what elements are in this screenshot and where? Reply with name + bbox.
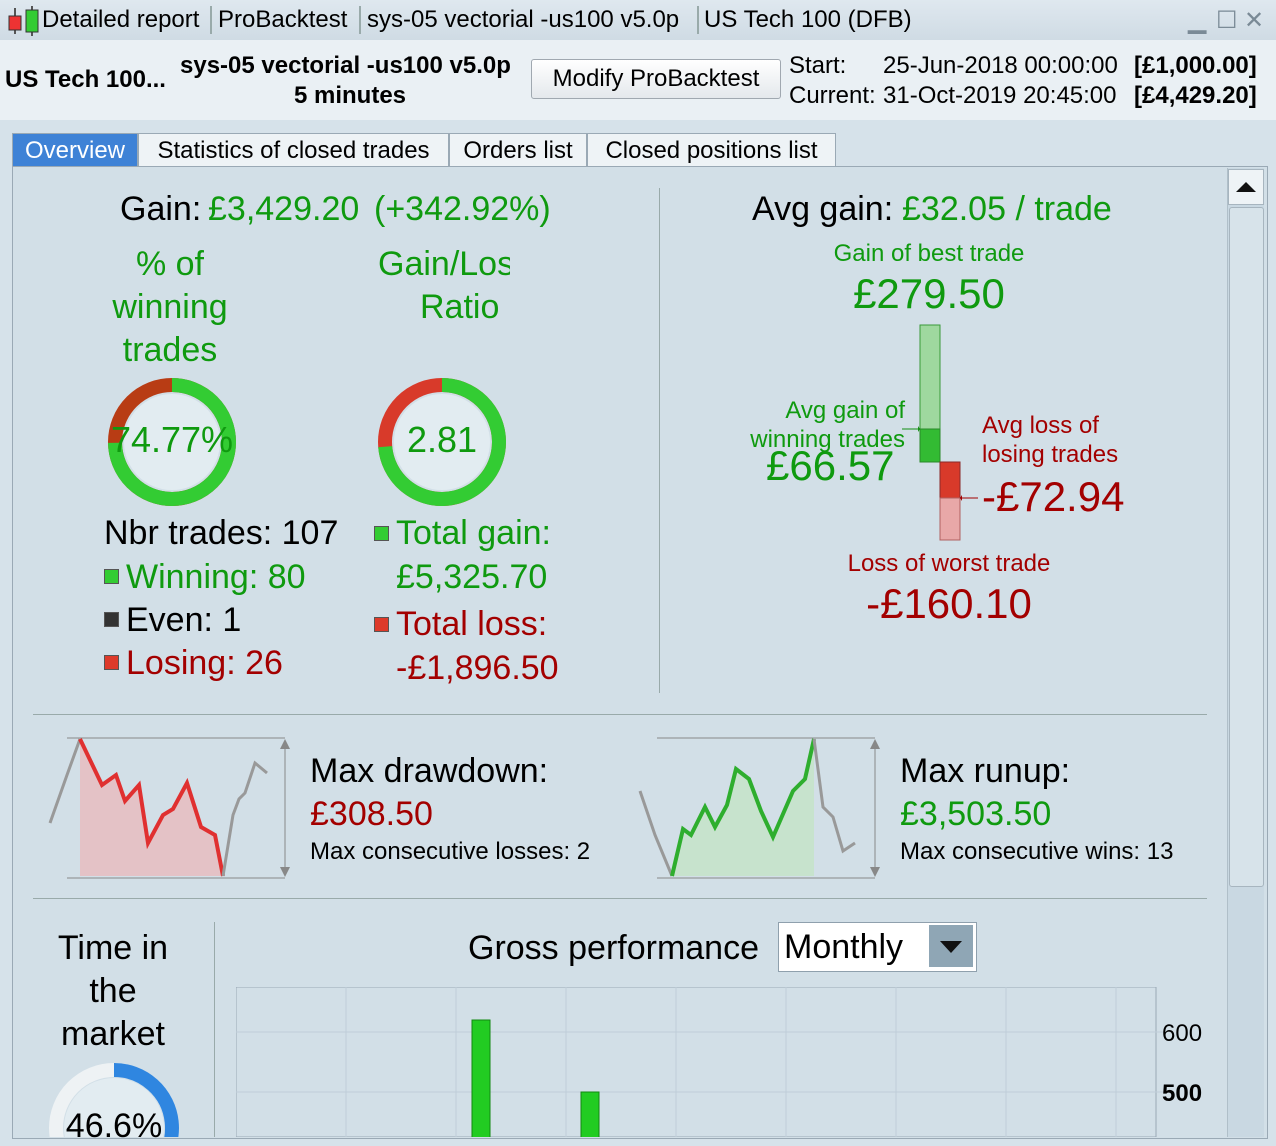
losing-count: Losing: 26 xyxy=(126,644,283,682)
scroll-thumb[interactable] xyxy=(1229,207,1264,887)
max-runup-value: £3,503.50 xyxy=(900,795,1052,833)
winning-trades-donut xyxy=(108,378,236,506)
max-drawdown-label: Max drawdown: xyxy=(310,752,549,790)
overview-panel xyxy=(12,166,1268,1139)
avg-loss-label: Avg loss of losing trades xyxy=(982,412,1119,468)
time-in-market-value: 46.6% xyxy=(65,1107,163,1145)
performance-bar xyxy=(580,1091,600,1137)
avg-loss-value: -£72.94 xyxy=(982,473,1125,520)
max-runup-label: Max runup: xyxy=(900,752,1071,790)
best-trade-value: £279.50 xyxy=(853,270,1005,317)
best-trade-label: Gain of best trade xyxy=(833,240,1025,267)
timeframe: 5 minutes xyxy=(294,82,407,109)
chevron-down-icon xyxy=(940,941,962,953)
instrument-name: US Tech 100... xyxy=(5,66,166,93)
total-loss-value: -£1,896.50 xyxy=(396,649,559,687)
title-part-backtest: ProBacktest xyxy=(218,6,348,33)
period-select-value: Monthly xyxy=(784,928,904,966)
start-capital: [£1,000.00] xyxy=(1134,52,1257,79)
time-in-market-donut xyxy=(49,1063,179,1137)
start-label: Start: xyxy=(789,52,847,79)
total-gain-legend-icon xyxy=(374,526,389,541)
title-separator xyxy=(359,6,361,34)
tab-orders-list[interactable]: Orders list xyxy=(449,133,587,167)
trade-distribution-bars xyxy=(902,324,978,541)
gain-label: Gain: xyxy=(120,190,202,228)
current-capital: [£4,429.20] xyxy=(1134,82,1257,109)
worst-trade-value: -£160.10 xyxy=(866,580,1032,627)
tab-statistics-closed-trades[interactable]: Statistics of closed trades xyxy=(138,133,449,167)
title-part-system: sys-05 vectorial -us100 v5.0p xyxy=(367,6,680,33)
avg-gain-value: £32.05 / trade xyxy=(902,190,1112,228)
gain-loss-value: 2.81 xyxy=(406,419,478,460)
start-date: 25-Jun-2018 00:00:00 xyxy=(883,52,1118,79)
pct-winning-value: 74.77% xyxy=(110,419,234,460)
winning-legend-icon xyxy=(104,569,119,584)
avg-win-label: Avg gain of winning trades xyxy=(750,397,905,453)
close-icon[interactable]: ✕ xyxy=(1244,7,1265,34)
max-runup-chart xyxy=(638,737,880,879)
title-bar: Detailed report ProBacktest sys-05 vecto… xyxy=(0,0,1276,41)
pct-winning-label: % of winning trades xyxy=(112,245,228,369)
horizontal-divider xyxy=(33,714,1207,715)
current-date: 31-Oct-2019 20:45:00 xyxy=(883,82,1117,109)
section-divider xyxy=(214,922,215,1137)
winning-count: Winning: 80 xyxy=(126,558,306,596)
maximize-icon[interactable]: ☐ xyxy=(1216,7,1238,34)
gain-loss-donut xyxy=(378,378,506,506)
minimize-icon[interactable]: ▁ xyxy=(1188,7,1207,34)
scroll-up-button[interactable] xyxy=(1228,169,1264,205)
gain-loss-ratio-label: Gain/Los Ratio xyxy=(378,245,510,326)
y-tick-label: 600 xyxy=(1162,1020,1202,1047)
gross-performance-title: Gross performance xyxy=(468,929,759,967)
gross-performance-chart: 600 500 xyxy=(236,987,1202,1137)
avg-gain-label: Avg gain: xyxy=(752,190,894,228)
horizontal-divider xyxy=(33,898,1207,899)
even-count: Even: 1 xyxy=(126,601,242,639)
current-label: Current: xyxy=(789,82,876,109)
max-consecutive-losses: Max consecutive losses: 2 xyxy=(310,838,591,865)
even-legend-icon xyxy=(104,612,119,627)
title-part-report: Detailed report xyxy=(42,6,200,33)
total-loss-label: Total loss: xyxy=(396,605,548,643)
max-consecutive-wins: Max consecutive wins: 13 xyxy=(900,838,1174,865)
avg-win-value: £66.57 xyxy=(766,442,895,489)
total-gain-value: £5,325.70 xyxy=(396,558,548,596)
total-gain-label: Total gain: xyxy=(396,514,551,552)
y-tick-label: 500 xyxy=(1162,1080,1202,1107)
performance-bar xyxy=(471,1019,491,1137)
system-name: sys-05 vectorial -us100 v5.0p xyxy=(180,52,511,79)
arrow-up-icon xyxy=(1236,182,1256,192)
nbr-trades: Nbr trades: 107 xyxy=(104,514,339,552)
losing-legend-icon xyxy=(104,655,119,670)
dropdown-button[interactable] xyxy=(929,925,973,967)
time-in-market-label: Time in the market xyxy=(57,929,169,1053)
total-loss-legend-icon xyxy=(374,617,389,632)
title-part-instrument: US Tech 100 (DFB) xyxy=(704,6,912,33)
max-drawdown-chart xyxy=(48,737,290,879)
title-separator xyxy=(697,6,699,34)
gain-percent: (+342.92%) xyxy=(374,190,551,228)
title-separator xyxy=(210,6,212,34)
candlestick-app-icon xyxy=(8,6,39,36)
tab-closed-positions-list[interactable]: Closed positions list xyxy=(587,133,836,167)
tab-overview[interactable]: Overview xyxy=(12,133,138,167)
modify-probacktest-button[interactable]: Modify ProBacktest xyxy=(531,59,781,99)
gain-value: £3,429.20 xyxy=(208,190,360,228)
period-select[interactable]: Monthly xyxy=(778,922,977,972)
max-drawdown-value: £308.50 xyxy=(310,795,433,833)
worst-trade-label: Loss of worst trade xyxy=(847,550,1051,577)
section-divider xyxy=(659,188,660,693)
